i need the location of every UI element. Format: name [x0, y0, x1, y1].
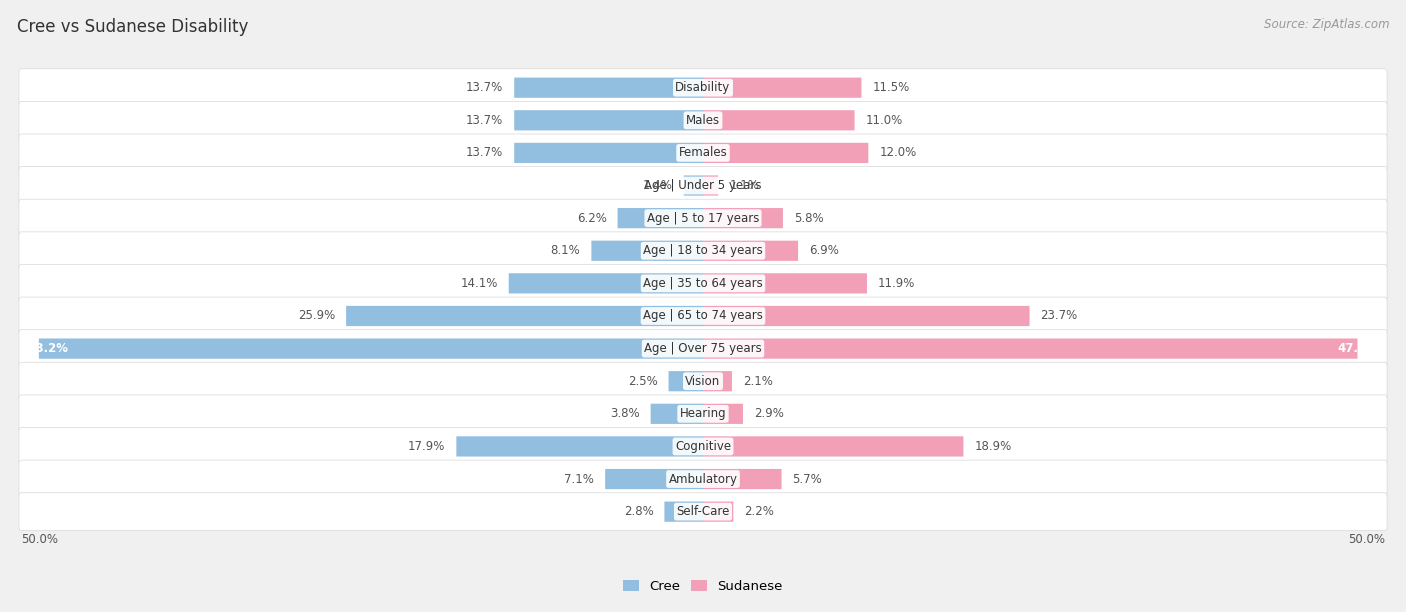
FancyBboxPatch shape [703, 241, 799, 261]
Text: 50.0%: 50.0% [1348, 533, 1385, 546]
Text: 23.7%: 23.7% [1040, 310, 1078, 323]
FancyBboxPatch shape [18, 102, 1388, 139]
Text: Age | 18 to 34 years: Age | 18 to 34 years [643, 244, 763, 257]
Text: Females: Females [679, 146, 727, 159]
Text: 2.9%: 2.9% [754, 408, 785, 420]
Text: 5.8%: 5.8% [794, 212, 824, 225]
FancyBboxPatch shape [703, 371, 733, 391]
FancyBboxPatch shape [18, 166, 1388, 204]
FancyBboxPatch shape [703, 306, 1029, 326]
FancyBboxPatch shape [18, 134, 1388, 172]
FancyBboxPatch shape [703, 78, 862, 98]
FancyBboxPatch shape [703, 404, 742, 424]
FancyBboxPatch shape [703, 274, 868, 294]
FancyBboxPatch shape [683, 176, 703, 196]
Text: 47.5%: 47.5% [1337, 342, 1378, 355]
Text: Disability: Disability [675, 81, 731, 94]
Text: Cognitive: Cognitive [675, 440, 731, 453]
Text: Self-Care: Self-Care [676, 505, 730, 518]
Legend: Cree, Sudanese: Cree, Sudanese [617, 575, 789, 599]
FancyBboxPatch shape [515, 78, 703, 98]
Text: 2.8%: 2.8% [624, 505, 654, 518]
Text: 48.2%: 48.2% [28, 342, 69, 355]
Text: Males: Males [686, 114, 720, 127]
Text: 2.5%: 2.5% [628, 375, 658, 388]
Text: Ambulatory: Ambulatory [668, 472, 738, 485]
Text: 7.1%: 7.1% [564, 472, 595, 485]
Text: Age | Under 5 years: Age | Under 5 years [644, 179, 762, 192]
FancyBboxPatch shape [18, 395, 1388, 433]
FancyBboxPatch shape [592, 241, 703, 261]
Text: 11.0%: 11.0% [866, 114, 903, 127]
FancyBboxPatch shape [651, 404, 703, 424]
Text: 1.4%: 1.4% [643, 179, 672, 192]
FancyBboxPatch shape [457, 436, 703, 457]
Text: 17.9%: 17.9% [408, 440, 446, 453]
FancyBboxPatch shape [18, 200, 1388, 237]
FancyBboxPatch shape [18, 493, 1388, 531]
Text: 50.0%: 50.0% [21, 533, 58, 546]
FancyBboxPatch shape [18, 428, 1388, 465]
FancyBboxPatch shape [18, 460, 1388, 498]
Text: 18.9%: 18.9% [974, 440, 1012, 453]
FancyBboxPatch shape [515, 143, 703, 163]
Text: 6.2%: 6.2% [576, 212, 606, 225]
Text: Age | 65 to 74 years: Age | 65 to 74 years [643, 310, 763, 323]
FancyBboxPatch shape [18, 232, 1388, 270]
Text: Age | 5 to 17 years: Age | 5 to 17 years [647, 212, 759, 225]
Text: 6.9%: 6.9% [808, 244, 839, 257]
Text: Source: ZipAtlas.com: Source: ZipAtlas.com [1264, 18, 1389, 31]
FancyBboxPatch shape [703, 338, 1358, 359]
Text: 5.7%: 5.7% [793, 472, 823, 485]
Text: 13.7%: 13.7% [465, 146, 503, 159]
FancyBboxPatch shape [703, 110, 855, 130]
Text: 2.2%: 2.2% [744, 505, 775, 518]
Text: 1.1%: 1.1% [730, 179, 759, 192]
FancyBboxPatch shape [703, 436, 963, 457]
FancyBboxPatch shape [18, 330, 1388, 368]
Text: Hearing: Hearing [679, 408, 727, 420]
FancyBboxPatch shape [509, 274, 703, 294]
Text: 3.8%: 3.8% [610, 408, 640, 420]
FancyBboxPatch shape [669, 371, 703, 391]
FancyBboxPatch shape [703, 502, 734, 522]
FancyBboxPatch shape [703, 143, 869, 163]
FancyBboxPatch shape [665, 502, 703, 522]
FancyBboxPatch shape [703, 208, 783, 228]
Text: 11.9%: 11.9% [877, 277, 915, 290]
FancyBboxPatch shape [346, 306, 703, 326]
FancyBboxPatch shape [515, 110, 703, 130]
FancyBboxPatch shape [617, 208, 703, 228]
FancyBboxPatch shape [18, 362, 1388, 400]
Text: 14.1%: 14.1% [460, 277, 498, 290]
Text: 11.5%: 11.5% [873, 81, 910, 94]
Text: Cree vs Sudanese Disability: Cree vs Sudanese Disability [17, 18, 249, 36]
Text: 2.1%: 2.1% [742, 375, 773, 388]
FancyBboxPatch shape [39, 338, 703, 359]
FancyBboxPatch shape [703, 469, 782, 489]
Text: 8.1%: 8.1% [551, 244, 581, 257]
Text: 25.9%: 25.9% [298, 310, 335, 323]
Text: 13.7%: 13.7% [465, 81, 503, 94]
Text: Vision: Vision [685, 375, 721, 388]
FancyBboxPatch shape [18, 264, 1388, 302]
Text: Age | Over 75 years: Age | Over 75 years [644, 342, 762, 355]
FancyBboxPatch shape [703, 176, 718, 196]
FancyBboxPatch shape [18, 69, 1388, 106]
Text: 13.7%: 13.7% [465, 114, 503, 127]
FancyBboxPatch shape [18, 297, 1388, 335]
Text: 12.0%: 12.0% [879, 146, 917, 159]
FancyBboxPatch shape [605, 469, 703, 489]
Text: Age | 35 to 64 years: Age | 35 to 64 years [643, 277, 763, 290]
